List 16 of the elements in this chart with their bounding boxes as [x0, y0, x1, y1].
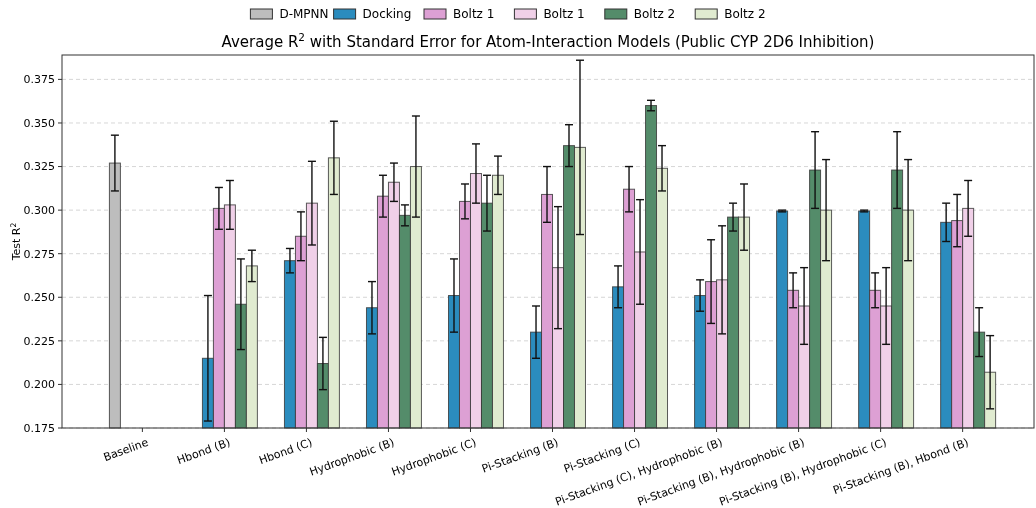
y-tick-label: 0.325 — [23, 160, 55, 174]
y-tick-label: 0.175 — [23, 421, 55, 435]
y-tick-label: 0.250 — [23, 291, 55, 305]
legend-label: Boltz 2 — [633, 7, 676, 21]
legend-label: D-MPNN — [279, 7, 329, 21]
y-tick-label: 0.200 — [23, 378, 55, 392]
y-tick-label: 0.275 — [23, 247, 55, 261]
legend-label: Docking — [362, 7, 412, 21]
legend-label: Boltz 1 — [543, 7, 585, 21]
y-tick-label: 0.300 — [23, 203, 55, 217]
legend-label: Boltz 1 — [453, 7, 495, 21]
legend-label: Boltz 2 — [724, 7, 766, 21]
chart-title: Average R$^{2}$ with Standard Error for Atom-Interaction Models (Public CYP 2D6 Inhibition) — [221, 31, 875, 51]
y-tick-label: 0.375 — [23, 73, 55, 87]
y-tick-label: 0.225 — [23, 334, 55, 348]
y-tick-label: 0.350 — [23, 116, 55, 130]
